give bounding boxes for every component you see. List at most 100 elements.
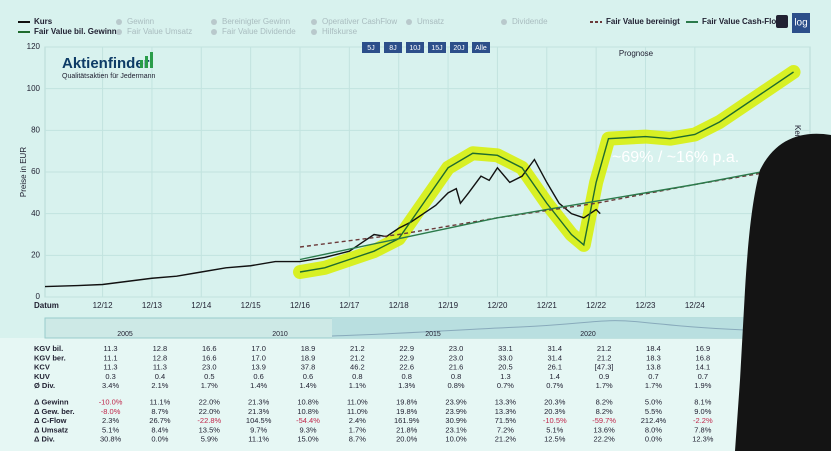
table-cell: 23.1% — [445, 425, 467, 434]
annotation: ~69% / ~16% p.a. — [612, 149, 739, 166]
table-cell: -54.4% — [296, 416, 320, 425]
logo-icon — [145, 56, 148, 68]
row-label: Δ Gew. ber. — [34, 407, 75, 416]
table-cell: 10.0% — [445, 435, 467, 444]
table-cell: -2.2% — [693, 416, 713, 425]
table-cell: -8.0% — [101, 407, 121, 416]
table-cell: 46.2 — [350, 363, 365, 372]
row-label: Δ Div. — [34, 435, 55, 444]
legend-label[interactable]: Fair Value bil. Gewinn — [34, 27, 117, 36]
table-cell: 71.5% — [495, 416, 517, 425]
table-cell: 0.7 — [698, 372, 708, 381]
table-cell: 16.6 — [202, 353, 217, 362]
legend-swatch[interactable] — [211, 19, 217, 25]
legend-swatch[interactable] — [311, 19, 317, 25]
table-cell: 18.3 — [646, 353, 661, 362]
table-cell: 21.2 — [597, 344, 612, 353]
legend-swatch[interactable] — [211, 29, 217, 35]
legend-label[interactable]: Gewinn — [127, 17, 154, 26]
log-button[interactable] — [792, 13, 810, 33]
table-cell: 11.1% — [248, 435, 269, 444]
range-button[interactable] — [362, 42, 380, 53]
y-tick-label: 80 — [31, 125, 40, 134]
table-cell: 0.8 — [451, 372, 461, 381]
range-label[interactable]: 20J — [453, 45, 464, 52]
table-cell: 26.7% — [149, 416, 171, 425]
legend-label[interactable]: Fair Value Cash-Flow — [702, 17, 783, 26]
table-cell: 0.8 — [352, 372, 362, 381]
forecast-label: Prognose — [619, 49, 654, 58]
legend-label[interactable]: Fair Value Dividende — [222, 27, 296, 36]
legend-label[interactable]: Umsatz — [417, 17, 444, 26]
legend-swatch[interactable] — [406, 19, 412, 25]
table-cell: 161.9% — [394, 416, 420, 425]
range-button[interactable] — [472, 42, 490, 53]
range-label[interactable]: 5J — [367, 45, 374, 52]
log-label[interactable]: log — [794, 18, 807, 29]
legend-swatch[interactable] — [116, 29, 122, 35]
y-tick-label: 40 — [31, 209, 40, 218]
legend-swatch[interactable] — [501, 19, 507, 25]
y-tick-label: 0 — [36, 292, 41, 301]
table-cell: -10.5% — [543, 416, 567, 425]
range-label[interactable]: 8J — [389, 45, 396, 52]
x-tick-label: 12/12 — [93, 301, 114, 310]
table-cell: 31.4 — [547, 353, 562, 362]
legend-swatch[interactable] — [116, 19, 122, 25]
range-label[interactable]: 10J — [409, 45, 420, 52]
range-button[interactable] — [406, 42, 424, 53]
save-icon[interactable] — [776, 15, 788, 28]
legend-label[interactable]: Bereinigter Gewinn — [222, 17, 290, 26]
table-cell: 22.0% — [199, 397, 221, 406]
legend-label[interactable]: Kurs — [34, 17, 53, 26]
table-cell: 0.8% — [448, 381, 465, 390]
x-tick-label: 12/18 — [389, 301, 410, 310]
legend-label[interactable]: Dividende — [512, 17, 548, 26]
table-cell: 14.1 — [696, 363, 711, 372]
range-label[interactable]: Alle — [475, 45, 487, 52]
y-axis-label: Preise in EUR — [19, 147, 28, 197]
table-cell: 21.3% — [248, 397, 270, 406]
table-cell: 8.7% — [349, 435, 366, 444]
legend-label[interactable]: Fair Value Umsatz — [127, 27, 192, 36]
table-cell: 0.7% — [546, 381, 563, 390]
table-cell: 0.9 — [599, 372, 609, 381]
table-cell: 13.9 — [251, 363, 266, 372]
table-cell: 23.0 — [449, 344, 464, 353]
table-cell: 19.8% — [396, 397, 418, 406]
table-cell: 12.5% — [544, 435, 566, 444]
table-cell: 2.3% — [102, 416, 119, 425]
table-cell: 18.9 — [301, 353, 316, 362]
table-cell: 9.0% — [694, 407, 711, 416]
table-cell: 21.6 — [449, 363, 464, 372]
range-button[interactable] — [450, 42, 468, 53]
table-cell: 18.4 — [646, 344, 661, 353]
table-cell: 0.6 — [303, 372, 313, 381]
logo: Aktienfinder Qualitätsaktien für Jederma… — [62, 52, 155, 80]
table-cell: 16.9 — [696, 344, 711, 353]
table-cell: -59.7% — [592, 416, 616, 425]
legend-label[interactable]: Hilfskurse — [322, 27, 358, 36]
legend-label[interactable]: Fair Value bereinigt — [606, 17, 680, 26]
table-cell: 11.1 — [104, 353, 118, 362]
table-cell: 23.0 — [449, 353, 464, 362]
range-label[interactable]: 15J — [431, 45, 442, 52]
table-cell: -10.0% — [99, 397, 123, 406]
navigator-window — [332, 318, 745, 338]
table-cell: 1.9% — [694, 381, 711, 390]
row-label: Δ Gewinn — [34, 397, 69, 406]
row-label: Δ Umsatz — [34, 425, 68, 434]
table-cell: 8.2% — [596, 397, 613, 406]
series-line — [44, 158, 601, 288]
row-label: KGV bil. — [34, 344, 63, 353]
table-cell: 10.8% — [297, 397, 319, 406]
legend-swatch[interactable] — [311, 29, 317, 35]
range-button[interactable] — [428, 42, 446, 53]
table-cell: 26.1 — [547, 363, 562, 372]
range-button[interactable] — [384, 42, 402, 53]
table-cell: 1.7% — [645, 381, 662, 390]
x-tick-label: 12/22 — [586, 301, 607, 310]
table-cell: 1.3 — [500, 372, 510, 381]
legend-label[interactable]: Operativer CashFlow — [322, 17, 397, 26]
